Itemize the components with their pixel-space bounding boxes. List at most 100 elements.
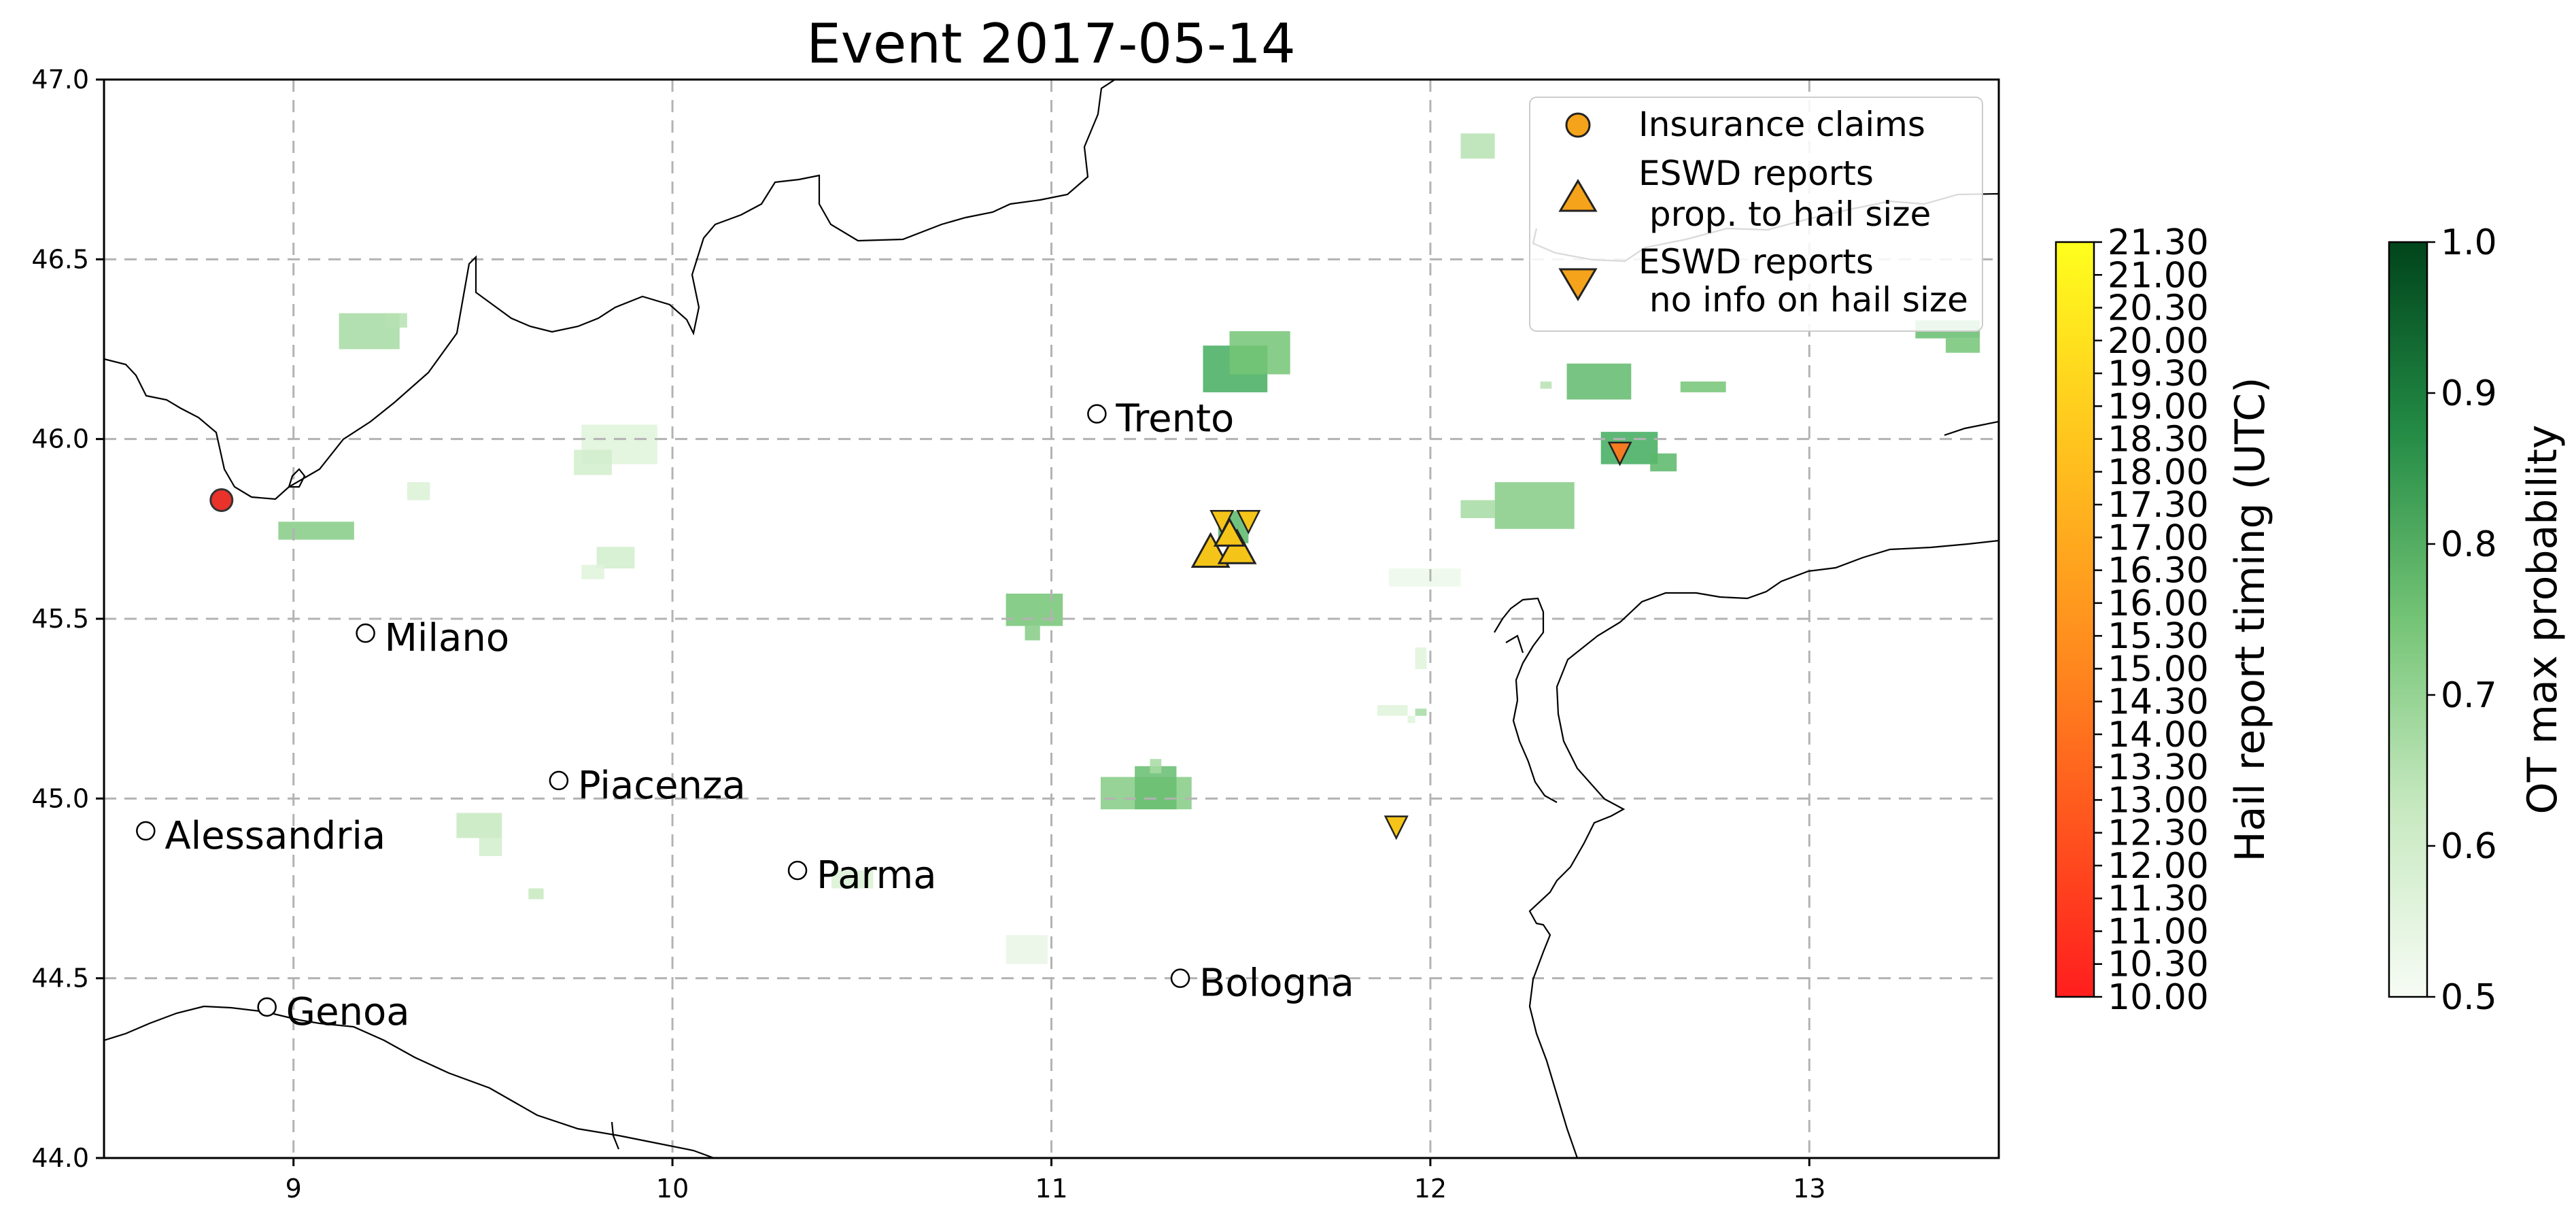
colorbar-ot-label: OT max probability [2519, 425, 2566, 815]
legend: Insurance claims ESWD reports prop. to h… [1529, 97, 1983, 332]
gridlines [104, 80, 1999, 1158]
ot-probability-cell [1377, 704, 1408, 716]
coast-islet [611, 1121, 620, 1150]
legend-box [1529, 97, 1983, 332]
legend-label-insurance: Insurance claims [1638, 105, 1925, 144]
venice-lagoon [1494, 597, 1558, 803]
x-axis-ticks: 9 10 11 12 13 [286, 1158, 1825, 1204]
colorbar-ot-ticks: 0.5 0.6 0.7 0.8 0.9 1.0 [2427, 222, 2497, 1018]
colorbar-tick-label: 16.00 [2108, 583, 2209, 624]
eswd-report-nosize-marker [1236, 510, 1261, 535]
ot-probability-cell [1006, 593, 1063, 626]
colorbar-tick-label: 19.00 [2108, 386, 2209, 427]
x-tick-label: 12 [1414, 1174, 1447, 1204]
ot-probability-cell [1150, 759, 1162, 774]
colorbar-tick-label: 18.30 [2108, 420, 2209, 460]
colorbar-tick-label: 14.30 [2108, 682, 2209, 723]
legend-triangle-down-marker [1558, 268, 1598, 301]
colorbar-tick-label: 16.30 [2108, 551, 2209, 592]
eswd-report-sized-marker [1190, 532, 1231, 568]
colorbar-tick-label: 20.00 [2108, 321, 2209, 362]
adriatic-coast [1528, 539, 1999, 1158]
city-label: Alessandria [165, 814, 385, 858]
ot-probability-layer [278, 133, 1980, 964]
y-tick-label: 46.5 [31, 244, 89, 274]
colorbar-tick-label: 19.30 [2108, 354, 2209, 394]
map-title: Event 2017-05-14 [806, 12, 1296, 75]
colorbar-tick-label: 12.00 [2108, 846, 2209, 887]
colorbar-tick-label: 13.00 [2108, 780, 2209, 821]
y-tick-label: 44.0 [31, 1143, 89, 1173]
southeast-border [1944, 420, 1999, 437]
ot-probability-cell [1229, 331, 1290, 375]
ot-probability-cell [574, 449, 612, 475]
ot-probability-cell [479, 838, 502, 856]
city-marker [1170, 968, 1190, 988]
ot-probability-cell [1540, 381, 1552, 389]
colorbar-tick-label: 10.30 [2108, 944, 2209, 985]
y-axis-ticks: 44.0 44.5 45.0 45.5 46.0 46.5 47.0 [31, 65, 104, 1173]
legend-label-eswd-sized-2: prop. to hail size [1638, 194, 1931, 234]
colorbar-tick-label: 1.0 [2441, 222, 2497, 263]
colorbar-hail-gradient [2055, 241, 2095, 998]
ot-probability-cell [528, 888, 544, 900]
colorbar-tick-label: 15.00 [2108, 649, 2209, 689]
ot-probability-cell [1650, 453, 1677, 472]
x-tick-label: 9 [286, 1174, 302, 1204]
ot-probability-cell [1600, 432, 1658, 464]
ot-probability-cell [1680, 381, 1726, 392]
colorbar-hail-timing: 10.0010.3011.0011.3012.0012.3013.0013.30… [2055, 222, 2274, 1018]
city-marker [1087, 404, 1107, 424]
legend-label-eswd-nosize-1: ESWD reports [1638, 242, 1874, 282]
ot-probability-cell [1460, 500, 1495, 518]
ot-probability-cell [407, 482, 430, 500]
ot-probability-cell [384, 313, 407, 328]
city-marker [257, 997, 277, 1017]
y-tick-label: 45.5 [31, 604, 89, 634]
y-tick-label: 45.0 [31, 783, 89, 813]
colorbar-tick-label: 0.7 [2441, 675, 2497, 716]
city-label: Trento [1115, 397, 1234, 441]
x-tick-label: 10 [656, 1174, 689, 1204]
ot-probability-cell [1460, 133, 1495, 159]
ot-probability-cell [596, 547, 635, 568]
city-label: Bologna [1199, 961, 1354, 1006]
ot-probability-cell [581, 564, 604, 579]
x-tick-label: 11 [1035, 1174, 1067, 1204]
city-label: Piacenza [578, 764, 746, 808]
city-label: Parma [817, 853, 936, 898]
city-marker [549, 770, 569, 791]
colorbar-tick-label: 0.5 [2441, 977, 2497, 1018]
ligurian-coast [104, 1005, 715, 1158]
eswd-report-nosize-marker [1384, 815, 1409, 840]
city-label: Milano [385, 616, 510, 660]
city-marker [356, 623, 375, 643]
lake-maggiore [288, 468, 306, 488]
colorbar-tick-label: 0.6 [2441, 826, 2497, 867]
eswd-report-nosize-marker [1607, 441, 1632, 466]
ot-probability-cell [1006, 935, 1048, 964]
colorbar-tick-label: 20.30 [2108, 288, 2209, 329]
city-label: Genoa [286, 990, 410, 1034]
colorbar-hail-ticks: 10.0010.3011.0011.3012.0012.3013.0013.30… [2094, 222, 2209, 1018]
y-tick-label: 46.0 [31, 424, 89, 454]
colorbar-ot-gradient [2388, 241, 2428, 998]
ot-probability-cell [1945, 338, 1980, 353]
ot-probability-cell [278, 522, 354, 540]
eswd-report-sized-marker [1213, 517, 1246, 547]
ot-probability-cell [1566, 363, 1632, 400]
legend-triangle-up-marker [1558, 179, 1598, 212]
colorbar-tick-label: 13.30 [2108, 747, 2209, 788]
y-tick-label: 47.0 [31, 65, 89, 95]
colorbar-tick-label: 18.00 [2108, 452, 2209, 493]
colorbar-tick-label: 14.00 [2108, 715, 2209, 755]
colorbar-tick-label: 11.30 [2108, 879, 2209, 919]
colorbar-tick-label: 21.30 [2108, 222, 2209, 263]
ot-probability-cell [456, 813, 502, 838]
ot-probability-cell [1388, 568, 1461, 587]
ot-probability-cell [1407, 715, 1415, 723]
ot-probability-cell [1494, 482, 1575, 529]
ot-probability-cell [1415, 709, 1427, 716]
colorbar-tick-label: 12.30 [2108, 813, 2209, 854]
